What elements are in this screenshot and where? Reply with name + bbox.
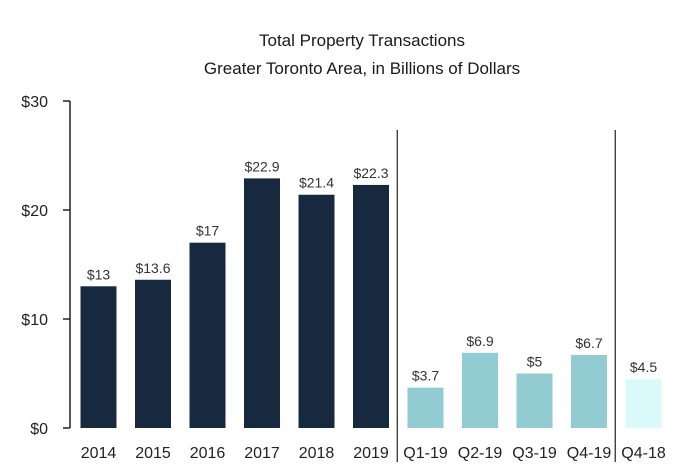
bar bbox=[516, 373, 553, 428]
data-label: $17 bbox=[196, 223, 220, 239]
x-tick-label: Q4-19 bbox=[567, 445, 612, 462]
data-label: $5 bbox=[527, 354, 543, 370]
x-tick-label: Q4-18 bbox=[621, 445, 666, 462]
data-label: $22.3 bbox=[353, 165, 388, 181]
bar bbox=[462, 352, 498, 428]
y-tick-label: $10 bbox=[21, 312, 48, 329]
bar bbox=[189, 242, 226, 428]
x-tick-label: Q3-19 bbox=[512, 445, 557, 462]
data-label: $6.9 bbox=[466, 333, 493, 349]
x-axis-labels: 2014 2015 2016 2017 2018 2019 Q1-19 Q2-19 Q3-19 Q… bbox=[81, 445, 666, 462]
data-label: $22.9 bbox=[244, 158, 279, 174]
x-tick-label: 2014 bbox=[81, 445, 117, 462]
x-tick-label: Q2-19 bbox=[458, 445, 503, 462]
x-tick-label: 2017 bbox=[244, 445, 280, 462]
x-tick-label: Q1-19 bbox=[403, 445, 448, 462]
x-tick-label: 2015 bbox=[135, 445, 171, 462]
bar bbox=[407, 387, 444, 428]
y-axis: $0 $10 $20 $30 bbox=[21, 94, 71, 438]
bar bbox=[80, 286, 117, 428]
bar bbox=[244, 178, 280, 428]
x-tick-label: 2019 bbox=[353, 445, 389, 462]
data-label: $3.7 bbox=[412, 368, 439, 384]
bars bbox=[80, 178, 662, 428]
y-tick-label: $20 bbox=[21, 203, 48, 220]
data-label: $21.4 bbox=[299, 175, 334, 191]
y-tick-label: $0 bbox=[30, 421, 48, 438]
chart-subtitle: Greater Toronto Area, in Billions of Dol… bbox=[204, 59, 520, 78]
data-labels: $13 $13.6 $17 $22.9 $21.4 $22.3 $3.7 $6.9 $5 $6.7… bbox=[87, 158, 658, 383]
group-dividers bbox=[396, 130, 616, 462]
x-tick-label: 2016 bbox=[190, 445, 226, 462]
data-label: $13 bbox=[87, 266, 111, 282]
x-tick-label: 2018 bbox=[299, 445, 335, 462]
bar bbox=[298, 194, 335, 428]
y-tick-label: $30 bbox=[21, 94, 48, 111]
data-label: $13.6 bbox=[135, 260, 170, 276]
data-label: $6.7 bbox=[575, 335, 602, 351]
chart-title: Total Property Transactions bbox=[259, 31, 465, 50]
bar bbox=[135, 279, 171, 428]
data-label: $4.5 bbox=[630, 359, 657, 375]
bar bbox=[625, 378, 662, 428]
bar bbox=[353, 184, 389, 428]
bar bbox=[571, 354, 607, 428]
